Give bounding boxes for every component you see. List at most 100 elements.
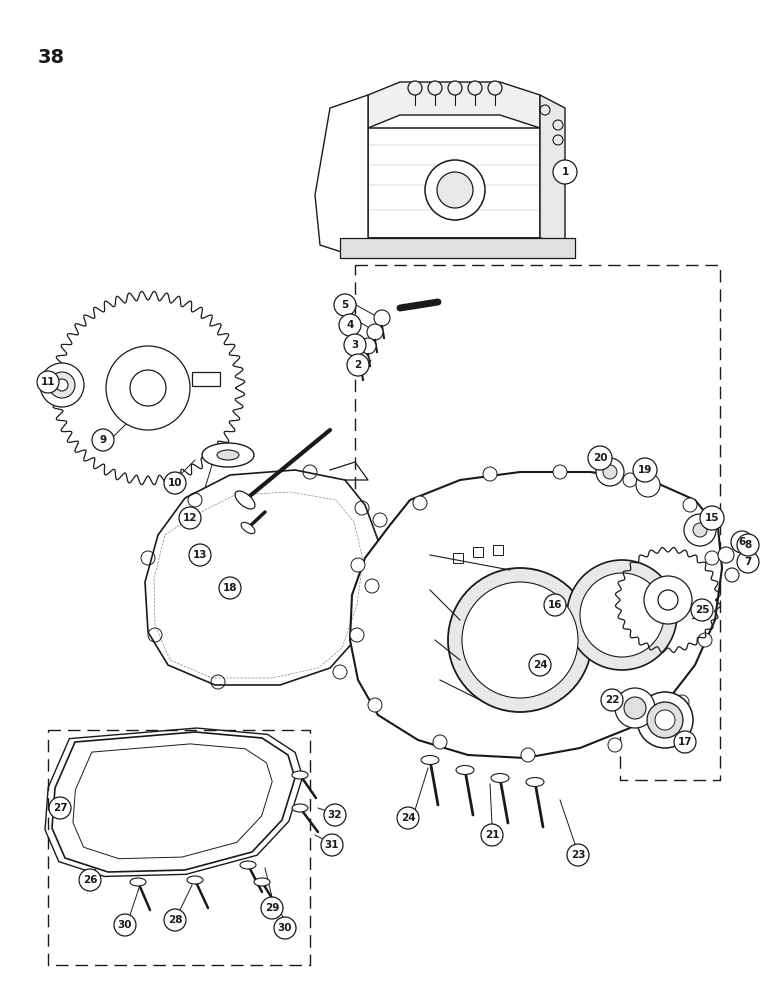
Ellipse shape xyxy=(130,878,146,886)
Text: 27: 27 xyxy=(53,803,67,813)
Circle shape xyxy=(56,379,68,391)
Circle shape xyxy=(334,294,356,316)
Text: 24: 24 xyxy=(401,813,415,823)
Circle shape xyxy=(437,172,473,208)
Circle shape xyxy=(684,514,716,546)
Text: 19: 19 xyxy=(638,465,652,475)
Circle shape xyxy=(40,363,84,407)
Circle shape xyxy=(321,834,343,856)
FancyBboxPatch shape xyxy=(192,372,220,386)
Circle shape xyxy=(339,314,361,336)
Circle shape xyxy=(408,81,422,95)
Ellipse shape xyxy=(254,878,270,886)
Circle shape xyxy=(344,334,366,356)
Circle shape xyxy=(624,697,646,719)
Circle shape xyxy=(644,576,692,624)
Circle shape xyxy=(219,577,241,599)
Ellipse shape xyxy=(187,876,203,884)
Circle shape xyxy=(488,81,502,95)
Circle shape xyxy=(374,310,390,326)
Circle shape xyxy=(698,633,712,647)
Circle shape xyxy=(655,710,675,730)
Circle shape xyxy=(368,698,382,712)
FancyBboxPatch shape xyxy=(340,238,575,258)
Circle shape xyxy=(164,909,186,931)
Circle shape xyxy=(596,458,624,486)
Text: 28: 28 xyxy=(168,915,183,925)
Polygon shape xyxy=(350,472,722,758)
Circle shape xyxy=(553,465,567,479)
Text: 7: 7 xyxy=(744,557,752,567)
Circle shape xyxy=(360,338,376,354)
Circle shape xyxy=(608,738,622,752)
Ellipse shape xyxy=(241,522,255,534)
Circle shape xyxy=(601,689,623,711)
Circle shape xyxy=(92,429,114,451)
Ellipse shape xyxy=(235,491,255,509)
Circle shape xyxy=(353,352,369,368)
Text: 10: 10 xyxy=(168,478,183,488)
Ellipse shape xyxy=(202,443,254,467)
Bar xyxy=(493,545,503,555)
Polygon shape xyxy=(145,470,378,685)
Text: 21: 21 xyxy=(484,830,499,840)
Circle shape xyxy=(397,807,419,829)
Circle shape xyxy=(350,628,364,642)
Circle shape xyxy=(189,544,211,566)
Circle shape xyxy=(553,160,577,184)
Circle shape xyxy=(373,513,387,527)
Circle shape xyxy=(731,531,753,553)
Text: 31: 31 xyxy=(324,840,339,850)
Circle shape xyxy=(462,582,578,698)
Circle shape xyxy=(633,458,657,482)
Text: 6: 6 xyxy=(739,537,746,547)
Text: 25: 25 xyxy=(695,605,709,615)
Text: 24: 24 xyxy=(533,660,548,670)
Text: 17: 17 xyxy=(678,737,693,747)
Text: 3: 3 xyxy=(351,340,359,350)
Circle shape xyxy=(367,324,383,340)
FancyBboxPatch shape xyxy=(368,128,540,238)
Circle shape xyxy=(448,81,462,95)
Bar xyxy=(473,547,483,557)
Text: 18: 18 xyxy=(223,583,237,593)
Ellipse shape xyxy=(421,756,439,764)
Text: 30: 30 xyxy=(278,923,292,933)
Circle shape xyxy=(647,702,683,738)
Circle shape xyxy=(615,688,655,728)
Text: 23: 23 xyxy=(571,850,585,860)
Text: 5: 5 xyxy=(342,300,349,310)
Circle shape xyxy=(737,534,759,556)
Ellipse shape xyxy=(292,771,308,779)
Circle shape xyxy=(636,473,660,497)
Text: 16: 16 xyxy=(548,600,562,610)
Circle shape xyxy=(49,372,75,398)
Text: 2: 2 xyxy=(354,360,362,370)
Circle shape xyxy=(529,654,551,676)
Circle shape xyxy=(674,731,696,753)
Text: 9: 9 xyxy=(99,435,107,445)
Text: 4: 4 xyxy=(346,320,353,330)
Circle shape xyxy=(658,590,678,610)
Circle shape xyxy=(718,547,734,563)
Ellipse shape xyxy=(491,774,509,782)
Bar xyxy=(453,553,463,563)
Circle shape xyxy=(567,560,677,670)
Circle shape xyxy=(623,473,637,487)
Circle shape xyxy=(603,465,617,479)
Text: 30: 30 xyxy=(118,920,133,930)
Circle shape xyxy=(274,917,296,939)
Text: 32: 32 xyxy=(328,810,342,820)
Circle shape xyxy=(544,594,566,616)
Ellipse shape xyxy=(526,778,544,786)
Circle shape xyxy=(164,472,186,494)
Circle shape xyxy=(425,160,485,220)
Polygon shape xyxy=(368,238,565,245)
Circle shape xyxy=(49,797,71,819)
Circle shape xyxy=(700,506,724,530)
Circle shape xyxy=(428,81,442,95)
Circle shape xyxy=(351,558,365,572)
Circle shape xyxy=(481,824,503,846)
Text: 8: 8 xyxy=(744,540,752,550)
Text: 1: 1 xyxy=(562,167,569,177)
